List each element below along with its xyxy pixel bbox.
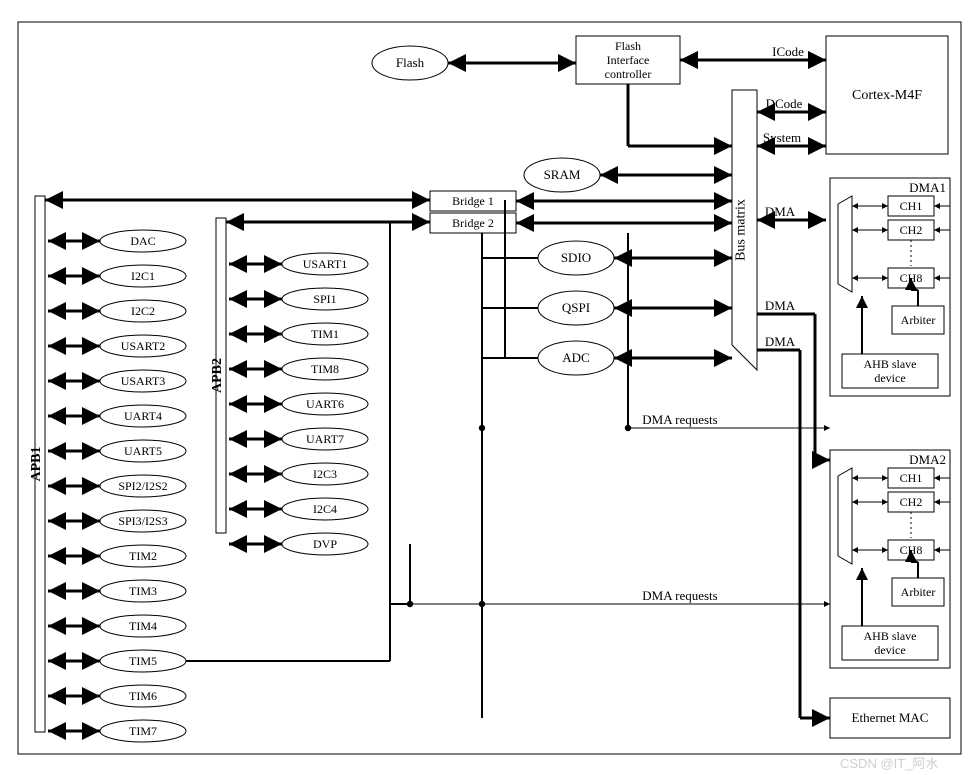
svg-text:Flash: Flash: [396, 55, 425, 70]
apb1-item-label: I2C1: [131, 269, 155, 283]
svg-text:DMA: DMA: [765, 204, 796, 219]
apb1-item-label: USART3: [121, 374, 166, 388]
svg-text:QSPI: QSPI: [562, 300, 590, 315]
svg-text:DMA: DMA: [765, 334, 796, 349]
apb1-item-label: DAC: [130, 234, 155, 248]
apb2-item-label: TIM8: [311, 362, 339, 376]
apb1-item-label: UART5: [124, 444, 162, 458]
apb1-item-label: TIM7: [129, 724, 157, 738]
svg-text:DMA requests: DMA requests: [642, 412, 717, 427]
apb1-item-label: UART4: [124, 409, 162, 423]
svg-text:SDIO: SDIO: [561, 250, 591, 265]
apb1-item-label: I2C2: [131, 304, 155, 318]
apb1-item-label: TIM5: [129, 654, 157, 668]
apb2-item-label: DVP: [313, 537, 337, 551]
apb1-item-label: SPI3/I2S3: [118, 514, 167, 528]
svg-text:DMA: DMA: [765, 298, 796, 313]
svg-text:DCode: DCode: [766, 96, 803, 111]
svg-text:CH1: CH1: [900, 471, 923, 485]
apb2-item-label: USART1: [303, 257, 348, 271]
svg-text:AHB slave: AHB slave: [864, 629, 917, 643]
apb2-item-label: SPI1: [313, 292, 336, 306]
svg-text:DMA1: DMA1: [909, 180, 946, 195]
apb1-item-label: SPI2/I2S2: [118, 479, 167, 493]
svg-text:ICode: ICode: [772, 44, 804, 59]
svg-text:Bridge 1: Bridge 1: [452, 194, 494, 208]
svg-text:Interface: Interface: [607, 53, 650, 67]
apb2-label: APB2: [210, 358, 225, 393]
svg-text:CH2: CH2: [900, 223, 923, 237]
svg-text:Cortex-M4F: Cortex-M4F: [852, 88, 922, 103]
svg-text:System: System: [763, 130, 801, 145]
svg-text:Flash: Flash: [615, 39, 641, 53]
svg-text:Ethernet MAC: Ethernet MAC: [852, 710, 929, 725]
apb1-item-label: TIM4: [129, 619, 157, 633]
svg-text:device: device: [874, 371, 905, 385]
svg-text:controller: controller: [605, 67, 652, 81]
svg-text:Arbiter: Arbiter: [901, 313, 936, 327]
svg-text:DMA requests: DMA requests: [642, 588, 717, 603]
svg-text:ADC: ADC: [562, 350, 589, 365]
watermark: CSDN @IT_阿水: [840, 756, 938, 771]
svg-text:CH2: CH2: [900, 495, 923, 509]
dma1-mux: [838, 196, 852, 292]
apb2-item-label: I2C3: [313, 467, 337, 481]
svg-text:Bridge 2: Bridge 2: [452, 216, 494, 230]
dma2-mux: [838, 468, 852, 564]
svg-text:DMA2: DMA2: [909, 452, 946, 467]
svg-text:Arbiter: Arbiter: [901, 585, 936, 599]
apb1-item-label: TIM2: [129, 549, 157, 563]
svg-text:SRAM: SRAM: [544, 167, 581, 182]
apb2-item-label: TIM1: [311, 327, 339, 341]
apb1-label: APB1: [29, 447, 44, 482]
apb2-item-label: I2C4: [313, 502, 337, 516]
svg-text:CH1: CH1: [900, 199, 923, 213]
svg-text:Bus matrix: Bus matrix: [734, 199, 749, 261]
apb1-item-label: USART2: [121, 339, 166, 353]
apb2-item-label: UART6: [306, 397, 344, 411]
svg-text:device: device: [874, 643, 905, 657]
apb2-item-label: UART7: [306, 432, 344, 446]
apb1-item-label: TIM6: [129, 689, 157, 703]
svg-text:AHB slave: AHB slave: [864, 357, 917, 371]
apb1-item-label: TIM3: [129, 584, 157, 598]
